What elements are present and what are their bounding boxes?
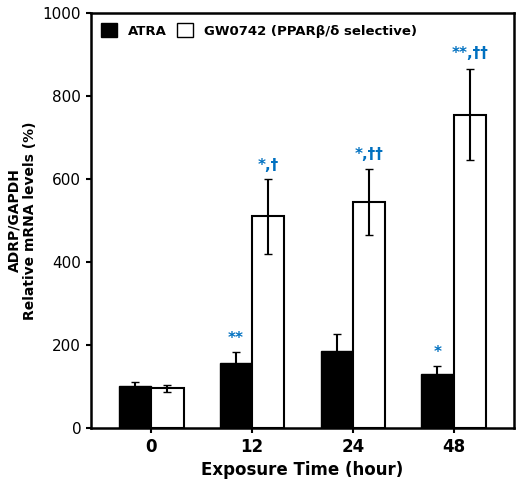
Bar <box>320 351 353 428</box>
Bar <box>220 363 252 428</box>
Bar <box>454 115 486 428</box>
Text: *,†: *,† <box>257 157 279 173</box>
Legend: ATRA, GW0742 (PPARβ/δ selective): ATRA, GW0742 (PPARβ/δ selective) <box>97 19 420 42</box>
Bar <box>119 386 152 428</box>
Bar <box>353 202 385 428</box>
Y-axis label: ADRP/GAPDH
Relative mRNA levels (%): ADRP/GAPDH Relative mRNA levels (%) <box>7 121 37 320</box>
X-axis label: Exposure Time (hour): Exposure Time (hour) <box>201 461 404 479</box>
Bar <box>421 374 454 428</box>
Text: **,††: **,†† <box>451 46 488 61</box>
Text: *,††: *,†† <box>355 147 383 162</box>
Text: *: * <box>433 345 441 360</box>
Bar <box>252 216 284 428</box>
Bar <box>152 388 183 428</box>
Text: **: ** <box>228 331 244 346</box>
